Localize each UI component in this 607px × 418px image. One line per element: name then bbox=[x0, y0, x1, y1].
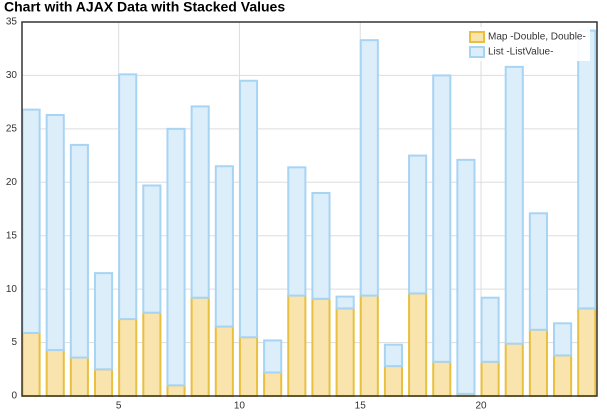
bar-segment bbox=[577, 29, 597, 310]
bar-segment bbox=[190, 296, 210, 398]
y-tick-label: 5 bbox=[11, 337, 17, 348]
bar-segment bbox=[166, 384, 186, 398]
bar-segment bbox=[190, 105, 210, 299]
y-tick-label: 30 bbox=[6, 70, 18, 81]
bar-segment bbox=[166, 127, 186, 387]
bar-segment bbox=[528, 212, 548, 331]
x-tick-label: 20 bbox=[475, 401, 487, 412]
bar-segment bbox=[263, 339, 283, 374]
bar-segment bbox=[311, 191, 331, 300]
bar-segment bbox=[504, 342, 524, 398]
bar-segment bbox=[432, 74, 452, 363]
legend-swatch bbox=[469, 46, 485, 58]
bar-segment bbox=[118, 318, 138, 398]
bar-segment bbox=[504, 65, 524, 345]
y-tick-label: 35 bbox=[6, 17, 18, 28]
bar-segment bbox=[142, 311, 162, 397]
bar-segment bbox=[408, 154, 428, 295]
bar-segment bbox=[93, 368, 114, 397]
bar-segment bbox=[335, 307, 355, 397]
bar-segment bbox=[142, 184, 162, 314]
bar-segment bbox=[21, 331, 41, 397]
bar-segment bbox=[69, 356, 89, 398]
bar-segment bbox=[69, 143, 89, 359]
x-tick-label: 5 bbox=[116, 401, 122, 412]
bar-segment bbox=[45, 349, 65, 397]
bar-segment bbox=[456, 158, 476, 395]
y-tick-label: 20 bbox=[6, 177, 18, 188]
bar-segment bbox=[21, 108, 41, 334]
legend-label: List -ListValue- bbox=[488, 47, 553, 58]
bar-segment bbox=[335, 295, 355, 310]
bar-segment bbox=[383, 365, 404, 397]
bar-segment bbox=[553, 322, 573, 357]
bar-segment bbox=[528, 328, 548, 397]
legend: Map -Double, Double- List -ListValue- bbox=[466, 27, 590, 61]
bar-segment bbox=[238, 79, 259, 339]
y-tick-label: 25 bbox=[6, 123, 18, 134]
y-tick-label: 10 bbox=[6, 284, 18, 295]
x-tick-label: 15 bbox=[355, 401, 367, 412]
bar-segment bbox=[118, 73, 138, 321]
bar-segment bbox=[311, 297, 331, 398]
bar-segment bbox=[238, 336, 259, 398]
bar-segment bbox=[480, 296, 500, 363]
chart-title: Chart with AJAX Data with Stacked Values bbox=[4, 0, 285, 15]
bar-segment bbox=[553, 354, 573, 397]
x-tick-label: 10 bbox=[234, 401, 246, 412]
bar-segment bbox=[359, 39, 379, 297]
bar-segment bbox=[383, 343, 404, 368]
y-tick-label: 15 bbox=[6, 230, 18, 241]
bar-segment bbox=[45, 113, 65, 352]
bar-segment bbox=[359, 294, 379, 398]
bar-segment bbox=[287, 166, 307, 297]
plot-frame bbox=[21, 21, 598, 397]
bar-segment bbox=[432, 360, 452, 398]
legend-swatch bbox=[469, 31, 485, 43]
bar-segment bbox=[214, 165, 234, 328]
y-tick-label: 0 bbox=[11, 391, 17, 402]
bar-segment bbox=[287, 294, 307, 398]
bar-segment bbox=[214, 325, 234, 397]
bar-segment bbox=[480, 360, 500, 398]
bar-segment bbox=[93, 272, 114, 371]
bar-segment bbox=[263, 371, 283, 397]
bar-segment bbox=[577, 307, 597, 397]
bar-segment bbox=[408, 292, 428, 397]
legend-box bbox=[466, 27, 590, 61]
legend-label: Map -Double, Double- bbox=[488, 32, 586, 43]
